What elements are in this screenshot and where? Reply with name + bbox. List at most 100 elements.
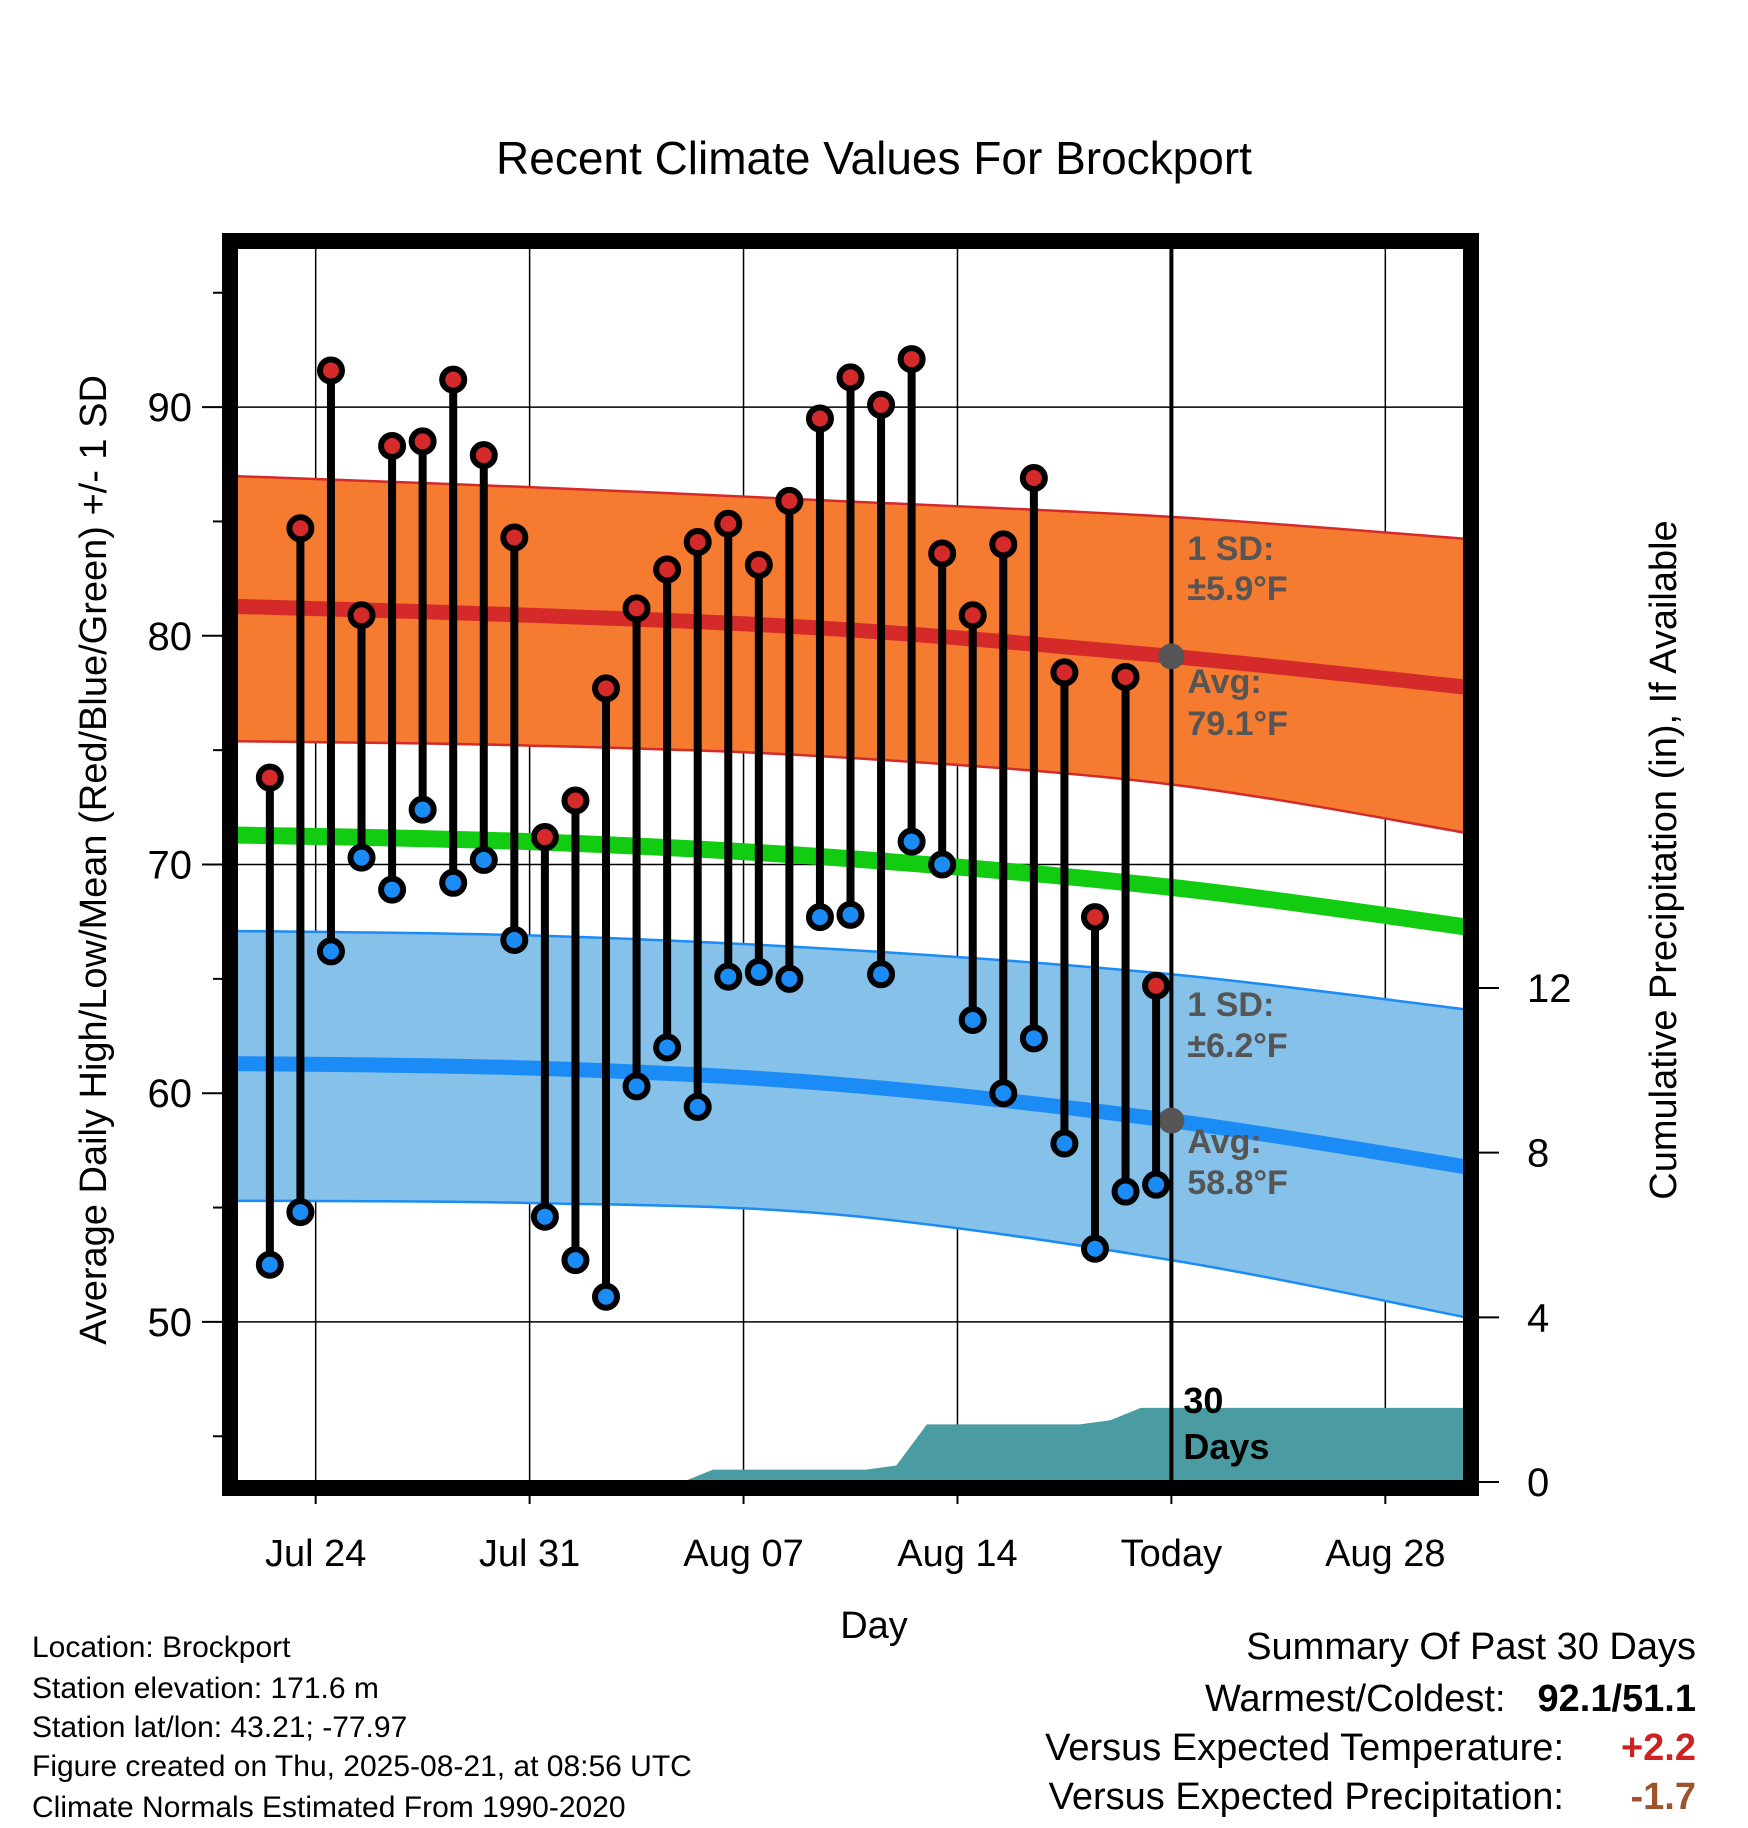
daily-high-point (714, 509, 743, 538)
daily-low-point (316, 937, 345, 966)
normal-mean-line (224, 826, 1477, 937)
low-sd-value: ±6.2°F (1187, 1027, 1287, 1065)
x-tick-label: Aug 28 (1325, 1533, 1445, 1575)
daily-high-point (347, 601, 376, 630)
daily-low-point (958, 1006, 987, 1035)
y-axis-right-label: Cumulative Precipitation (in), If Availa… (1643, 520, 1685, 1199)
plot-frame (222, 233, 1479, 1496)
daily-observations (255, 345, 1171, 1311)
daily-high-point (286, 514, 315, 543)
daily-low-point (653, 1033, 682, 1062)
daily-low-point (469, 845, 498, 874)
days-label-text: Days (1183, 1426, 1269, 1467)
low-avg-value: 58.8°F (1187, 1164, 1288, 1202)
daily-high-point (958, 601, 987, 630)
summary-temp-value: +2.2 (1620, 1727, 1696, 1769)
days-label-number: 30 (1183, 1380, 1223, 1421)
daily-high-point (469, 441, 498, 470)
low-sd-lower-edge (224, 1199, 1477, 1321)
x-tick-label: Today (1121, 1533, 1222, 1575)
daily-high-point (500, 523, 529, 552)
summary-precip-label: Versus Expected Precipitation: (1048, 1776, 1564, 1818)
daily-high-point (805, 404, 834, 433)
y-left-tick-label: 80 (148, 615, 193, 659)
daily-high-point (378, 431, 407, 460)
daily-low-point (1050, 1129, 1079, 1158)
y-right-tick-label: 12 (1527, 967, 1572, 1011)
today-low-avg-marker (1158, 1107, 1185, 1134)
summary-precip-row: Versus Expected Precipitation: -1.7 (1049, 1778, 1696, 1816)
daily-low-point (714, 962, 743, 991)
daily-high-point (1050, 658, 1079, 687)
high-avg-label: Avg: (1187, 663, 1261, 701)
daily-high-point (989, 530, 1018, 559)
y-axis-left-label: Average Daily High/Low/Mean (Red/Blue/Gr… (73, 375, 115, 1345)
daily-low-point (928, 850, 957, 879)
high-sd-value: ±5.9°F (1187, 570, 1287, 608)
summary-title: Summary Of Past 30 Days (1246, 1626, 1696, 1668)
y-left-tick-label: 50 (148, 1301, 193, 1345)
x-tick-label: Jul 24 (265, 1533, 366, 1575)
daily-high-point (867, 390, 896, 419)
daily-low-point (347, 843, 376, 872)
daily-low-point (500, 925, 529, 954)
daily-low-point (530, 1202, 559, 1231)
low-avg-label: Avg: (1187, 1123, 1261, 1161)
daily-high-point (683, 528, 712, 557)
daily-high-point (530, 823, 559, 852)
daily-low-point (286, 1198, 315, 1227)
daily-high-point (408, 427, 437, 456)
low-sd-band (224, 930, 1477, 1320)
daily-high-point (1142, 971, 1171, 1000)
summary-warmest-label: Warmest/Coldest: (1204, 1678, 1506, 1720)
high-avg-value: 79.1°F (1187, 705, 1288, 743)
daily-low-point (1111, 1177, 1140, 1206)
daily-low-point (836, 900, 865, 929)
daily-high-point (1019, 463, 1048, 492)
y-right-tick-label: 0 (1527, 1461, 1549, 1505)
daily-low-point (989, 1079, 1018, 1108)
daily-high-point (622, 594, 651, 623)
y-left-tick-label: 70 (148, 844, 193, 888)
x-axis-label: Day (840, 1605, 908, 1647)
precip-area (682, 1407, 1477, 1482)
daily-low-point (1019, 1024, 1048, 1053)
y-left-tick-label: 90 (148, 386, 193, 430)
x-tick-label: Aug 07 (683, 1533, 803, 1575)
today-high-avg-marker (1158, 643, 1185, 670)
daily-high-point (1080, 903, 1109, 932)
daily-high-point (561, 786, 590, 815)
footer-elevation: Station elevation: 171.6 m (32, 1672, 379, 1705)
chart-title: Recent Climate Values For Brockport (496, 132, 1252, 184)
footer-created: Figure created on Thu, 2025-08-21, at 08… (32, 1750, 692, 1783)
daily-low-point (744, 957, 773, 986)
footer-latlon: Station lat/lon: 43.21; -77.97 (32, 1711, 408, 1744)
footer-normals: Climate Normals Estimated From 1990-2020 (32, 1791, 626, 1824)
high-sd-label: 1 SD: (1187, 530, 1274, 568)
x-tick-label: Aug 14 (897, 1533, 1017, 1575)
daily-high-point (653, 555, 682, 584)
daily-high-point (1111, 662, 1140, 691)
x-tick-label: Jul 31 (479, 1533, 580, 1575)
daily-high-point (592, 674, 621, 703)
summary-precip-value: -1.7 (1630, 1776, 1696, 1818)
summary-temp-label: Versus Expected Temperature: (1045, 1727, 1564, 1769)
daily-high-point (255, 763, 284, 792)
daily-high-point (744, 550, 773, 579)
daily-low-point (255, 1250, 284, 1279)
y-left-tick-label: 60 (148, 1072, 193, 1116)
y-right-tick-label: 4 (1527, 1296, 1549, 1340)
daily-low-point (439, 868, 468, 897)
daily-low-point (408, 795, 437, 824)
daily-high-point (928, 539, 957, 568)
daily-low-point (775, 964, 804, 993)
daily-high-point (836, 363, 865, 392)
daily-low-point (592, 1282, 621, 1311)
daily-low-point (683, 1092, 712, 1121)
low-sd-upper-edge (224, 929, 1477, 1013)
normal-low-line (224, 1055, 1477, 1177)
daily-low-point (897, 827, 926, 856)
summary-warmest-value: 92.1/51.1 (1537, 1678, 1696, 1720)
daily-high-point (316, 356, 345, 385)
